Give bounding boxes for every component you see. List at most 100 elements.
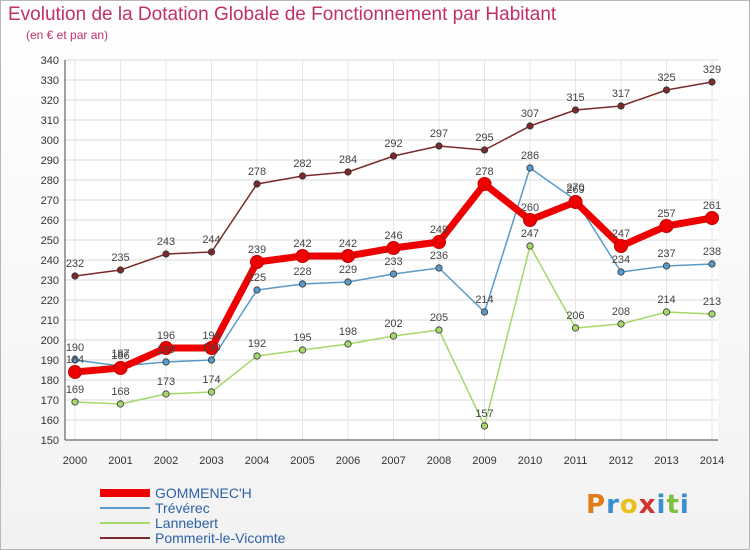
point-marker (344, 340, 352, 348)
data-label: 187 (111, 348, 129, 360)
point-marker (386, 241, 401, 255)
point-marker (662, 308, 671, 316)
data-label: 225 (248, 272, 266, 284)
data-label: 315 (566, 92, 584, 104)
data-label: 198 (339, 326, 357, 338)
y-tick-label: 180 (41, 375, 59, 387)
point-marker (162, 358, 170, 366)
data-label: 244 (202, 234, 220, 246)
data-label: 270 (566, 182, 584, 194)
point-marker (480, 422, 489, 430)
chart-title: Evolution de la Dotation Globale de Fonc… (8, 4, 557, 25)
point-marker (68, 365, 82, 379)
logo-letter: r (606, 490, 620, 520)
x-tick-label: 2007 (381, 455, 405, 467)
x-tick-label: 2006 (336, 455, 360, 467)
data-label: 247 (612, 228, 630, 240)
point-marker (253, 286, 261, 294)
logo-letter: t (666, 490, 680, 520)
x-tick-label: 2005 (290, 455, 314, 467)
y-tick-label: 270 (41, 195, 59, 207)
point-marker (298, 280, 307, 288)
point-marker (162, 390, 170, 398)
point-marker (253, 180, 261, 188)
data-label: 228 (293, 266, 311, 278)
data-label: 307 (521, 108, 539, 120)
data-label: 238 (703, 246, 721, 258)
data-label: 196 (202, 330, 220, 342)
x-tick-label: 2003 (199, 455, 223, 467)
point-marker (614, 239, 628, 253)
logo-letter: i (679, 490, 690, 520)
data-label: 234 (612, 254, 630, 266)
data-label: 168 (111, 386, 129, 398)
data-label: 208 (612, 306, 630, 318)
point-marker (113, 361, 128, 375)
data-label: 174 (202, 374, 220, 386)
point-marker (708, 260, 716, 268)
data-label: 329 (703, 64, 721, 76)
legend-label: GOMMENEC'H (155, 485, 252, 501)
data-label: 202 (384, 318, 402, 330)
proxiti-logo: Proxiti (586, 490, 690, 520)
point-marker (116, 400, 125, 408)
point-marker (295, 249, 310, 263)
point-marker (344, 278, 352, 286)
point-marker (116, 266, 125, 274)
data-label: 249 (430, 224, 448, 236)
point-marker (662, 262, 671, 270)
x-tick-label: 2009 (472, 455, 496, 467)
data-label: 229 (339, 264, 357, 276)
data-label: 189 (157, 344, 175, 356)
x-tick-label: 2013 (654, 455, 678, 467)
point-marker (435, 264, 443, 272)
point-marker (71, 398, 79, 406)
point-marker (159, 341, 173, 355)
data-label: 242 (293, 238, 311, 250)
data-label: 260 (521, 202, 539, 214)
data-label: 239 (248, 244, 266, 256)
legend-label: Pommerit-le-Vicomte (155, 530, 286, 546)
point-marker (344, 168, 352, 176)
x-tick-label: 2011 (564, 455, 588, 467)
logo-letter: x (638, 490, 657, 520)
y-tick-label: 160 (41, 415, 59, 427)
point-marker (662, 86, 671, 94)
data-label: 243 (157, 236, 175, 248)
x-tick-label: 2004 (245, 455, 269, 467)
point-marker (389, 270, 398, 278)
logo-letter: i (656, 490, 667, 520)
point-marker (526, 122, 534, 130)
point-marker (705, 211, 719, 225)
y-tick-label: 280 (41, 175, 59, 187)
data-label: 157 (475, 408, 493, 420)
y-tick-label: 260 (41, 215, 59, 227)
point-marker (659, 219, 674, 233)
data-label: 169 (66, 384, 84, 396)
data-label: 173 (157, 376, 175, 388)
data-label: 237 (657, 248, 675, 260)
x-tick-label: 2012 (609, 455, 633, 467)
data-label: 195 (293, 332, 311, 344)
point-marker (253, 352, 261, 360)
data-label: 205 (430, 312, 448, 324)
y-tick-label: 340 (41, 55, 59, 67)
x-tick-label: 2002 (154, 455, 178, 467)
y-tick-label: 190 (41, 355, 59, 367)
y-tick-label: 330 (41, 75, 59, 87)
point-marker (435, 326, 443, 334)
data-label: 190 (202, 342, 220, 354)
point-marker (389, 332, 398, 340)
point-marker (480, 146, 489, 154)
data-label: 186 (111, 350, 129, 362)
point-marker (708, 310, 716, 318)
data-label: 257 (657, 208, 675, 220)
point-marker (526, 242, 534, 250)
data-label: 297 (430, 128, 448, 140)
point-marker (207, 356, 216, 364)
point-marker (617, 268, 625, 276)
y-tick-label: 230 (41, 275, 59, 287)
logo-letter: o (619, 490, 639, 520)
point-marker (389, 152, 398, 160)
point-marker (568, 195, 583, 209)
